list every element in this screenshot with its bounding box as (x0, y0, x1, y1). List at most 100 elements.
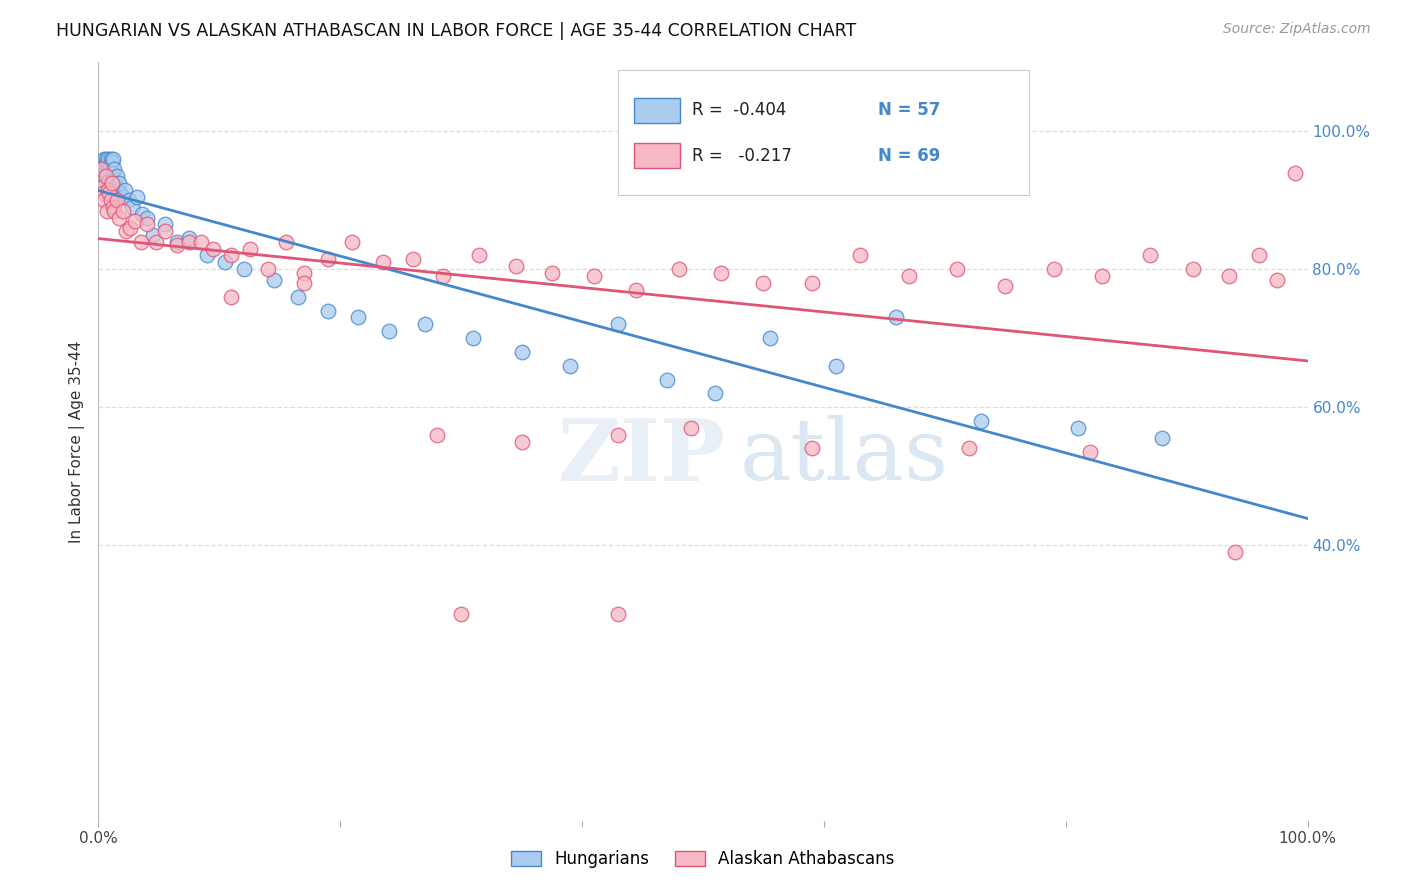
Point (402, 252, 425, 266)
Text: atlas: atlas (740, 415, 949, 499)
Point (90, 162, 112, 177)
Point (153, 224, 176, 238)
Point (849, 248, 872, 262)
FancyBboxPatch shape (634, 144, 681, 169)
Point (510, 345, 533, 359)
Point (111, 203, 134, 218)
Point (758, 331, 780, 345)
Point (800, 442, 823, 456)
Point (108, 186, 131, 201)
Point (342, 235, 364, 249)
Point (450, 607, 472, 621)
Point (413, 318, 436, 332)
Point (115, 224, 138, 238)
Point (190, 235, 212, 249)
Point (316, 303, 339, 318)
Point (101, 152, 124, 166)
Point (153, 218, 176, 232)
Point (221, 248, 243, 262)
Point (626, 283, 648, 297)
Point (752, 276, 775, 290)
Point (111, 190, 134, 204)
Point (94, 169, 117, 184)
Point (239, 242, 262, 256)
Point (105, 169, 128, 184)
Point (377, 324, 399, 338)
Point (131, 207, 153, 221)
Point (118, 194, 141, 208)
Point (679, 421, 702, 435)
Point (432, 269, 454, 284)
Point (104, 179, 127, 194)
Point (510, 434, 533, 449)
Point (103, 203, 125, 218)
Point (93, 194, 115, 208)
Point (287, 290, 309, 304)
Point (127, 190, 149, 204)
Point (232, 262, 254, 277)
Point (91, 179, 114, 194)
Point (100, 166, 122, 180)
Point (108, 211, 131, 225)
Point (957, 442, 980, 456)
Point (100, 155, 122, 169)
Point (214, 255, 236, 269)
Point (103, 162, 125, 177)
Point (121, 200, 143, 214)
Point (97, 183, 120, 197)
Point (142, 227, 165, 242)
Point (179, 235, 201, 249)
Text: ZIP: ZIP (558, 415, 725, 499)
Point (668, 262, 690, 277)
Point (96, 166, 118, 180)
Legend: Hungarians, Alaskan Athabascans: Hungarians, Alaskan Athabascans (505, 844, 901, 875)
Point (1042, 262, 1064, 277)
Point (316, 252, 339, 266)
Point (540, 266, 562, 280)
Point (179, 231, 201, 245)
Point (96, 155, 118, 169)
Point (1267, 272, 1289, 286)
Point (91, 186, 114, 201)
Point (108, 176, 131, 190)
Point (97, 152, 120, 166)
Point (100, 152, 122, 166)
Point (655, 372, 678, 386)
Point (118, 220, 141, 235)
Point (1181, 262, 1204, 277)
Point (825, 359, 848, 373)
Point (145, 235, 167, 249)
Point (607, 427, 630, 442)
Point (93, 159, 115, 173)
Point (292, 276, 315, 290)
Point (98, 186, 121, 201)
Point (347, 310, 370, 325)
Point (135, 211, 157, 225)
Point (1091, 269, 1114, 284)
Point (897, 269, 920, 284)
Point (1078, 445, 1101, 459)
Point (263, 272, 285, 286)
Point (994, 279, 1017, 293)
Point (166, 235, 188, 249)
Point (292, 266, 315, 280)
Point (1249, 248, 1271, 262)
Point (93, 152, 115, 166)
Point (800, 276, 823, 290)
Point (1284, 166, 1306, 180)
Point (1067, 421, 1090, 435)
Point (607, 318, 630, 332)
Point (98, 172, 121, 186)
Point (202, 242, 225, 256)
Point (468, 248, 491, 262)
Point (100, 176, 122, 190)
Text: R =  -0.404: R = -0.404 (692, 101, 786, 120)
Point (101, 172, 124, 186)
FancyBboxPatch shape (619, 70, 1029, 195)
Point (970, 414, 993, 428)
Text: N = 69: N = 69 (879, 146, 941, 165)
Point (91, 169, 114, 184)
Point (107, 183, 129, 197)
Point (90, 172, 112, 186)
Point (105, 194, 128, 208)
